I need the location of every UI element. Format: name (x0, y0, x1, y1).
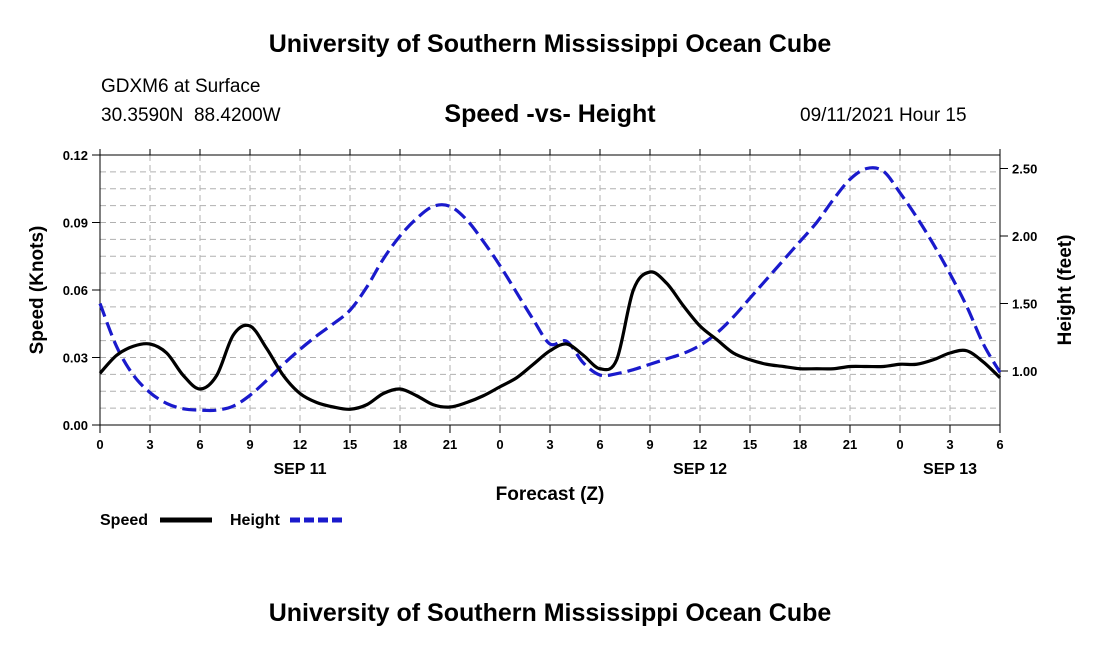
y-tick-label: 0.09 (63, 216, 88, 231)
y2-tick-label: 2.00 (1012, 229, 1037, 244)
legend-speed-label: Speed (100, 512, 148, 529)
latitude: 30.3590N (101, 105, 184, 126)
x-tick-label: 3 (546, 437, 553, 452)
x-tick-label: 21 (843, 437, 857, 452)
x-tick-label: 0 (496, 437, 503, 452)
x-tick-label: 3 (946, 437, 953, 452)
x-tick-label: 0 (896, 437, 903, 452)
y2-axis-title: Height (feet) (1055, 235, 1076, 346)
x-tick-label: 0 (96, 437, 103, 452)
x-tick-label: 6 (196, 437, 203, 452)
top-title: University of Southern Mississippi Ocean… (268, 30, 832, 58)
x-tick-label: 12 (693, 437, 707, 452)
y2-tick-label: 1.00 (1012, 364, 1037, 379)
date-label: SEP 13 (923, 461, 977, 478)
speed-series-line (98, 270, 1002, 411)
y-tick-label: 0.12 (63, 148, 88, 163)
series-lines (98, 166, 1002, 413)
chart-grid (100, 155, 1000, 425)
x-tick-label: 18 (393, 437, 407, 452)
x-tick-label: 6 (596, 437, 603, 452)
y-axis-title: Speed (Knots) (27, 226, 48, 355)
x-tick-label: 15 (343, 437, 357, 452)
forecast-datetime: 09/11/2021 Hour 15 (800, 105, 967, 126)
axis-ticks: 0 3 6 9 12 15 18 21 0 3 6 9 12 15 18 21 0 3 6 0.00 0.03 0.06 0… (63, 148, 1038, 478)
station-label: GDXM6 at Surface (101, 76, 261, 97)
x-tick-label: 18 (793, 437, 807, 452)
longitude: 88.4200W (193, 105, 281, 126)
y2-tick-label: 2.50 (1012, 162, 1037, 177)
x-tick-label: 15 (743, 437, 757, 452)
date-label: SEP 11 (273, 461, 326, 478)
chart-title: Speed -vs- Height (444, 100, 656, 128)
date-label: SEP 12 (673, 461, 727, 478)
x-tick-label: 6 (996, 437, 1003, 452)
x-tick-label: 3 (146, 437, 153, 452)
x-axis-title: Forecast (Z) (496, 484, 605, 505)
coordinates: 30.3590N 88.4200W (101, 105, 281, 127)
x-tick-label: 9 (246, 437, 253, 452)
x-tick-label: 9 (646, 437, 653, 452)
y2-tick-label: 1.50 (1012, 297, 1037, 312)
y-tick-label: 0.00 (63, 418, 88, 433)
bottom-title: University of Southern Mississippi Ocean… (268, 599, 832, 627)
x-tick-label: 12 (293, 437, 307, 452)
y-tick-label: 0.03 (63, 351, 88, 366)
height-series-line (98, 166, 1002, 413)
legend-height-label: Height (230, 512, 280, 529)
y-tick-label: 0.06 (63, 283, 88, 298)
x-tick-label: 21 (443, 437, 457, 452)
legend: Speed Height (100, 512, 342, 529)
